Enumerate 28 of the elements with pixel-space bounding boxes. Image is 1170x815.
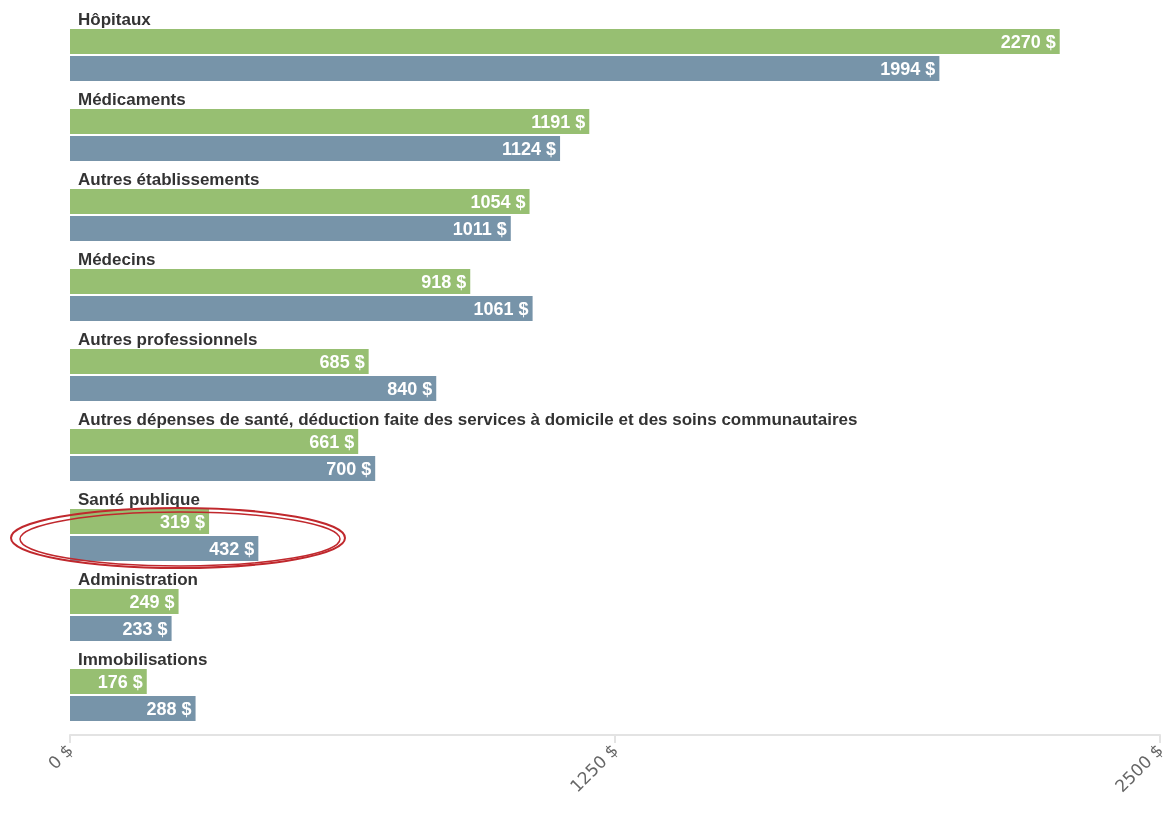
data-label: 432 $ xyxy=(209,538,255,559)
data-label: 249 $ xyxy=(129,591,175,612)
y-tick-label: Administration xyxy=(78,570,198,589)
data-label: 1191 $ xyxy=(531,111,586,132)
y-tick-label: Hôpitaux xyxy=(78,10,152,29)
y-tick-label: Immobilisations xyxy=(78,650,208,669)
data-label: 918 $ xyxy=(421,271,467,292)
data-label: 1054 $ xyxy=(470,191,526,212)
data-label: 2270 $ xyxy=(1000,31,1056,52)
data-label: 700 $ xyxy=(326,458,372,479)
data-label: 176 $ xyxy=(97,671,143,692)
y-tick-label: Médecins xyxy=(78,250,156,269)
y-tick-label: Autres dépenses de santé, déduction faite des services à domicile et des soins communautaires xyxy=(78,410,858,429)
data-label: 233 $ xyxy=(122,618,168,639)
x-tick-label: 0 $ xyxy=(43,739,78,774)
y-tick-label: Autres établissements xyxy=(78,170,260,189)
y-tick-label: Autres professionnels xyxy=(78,330,258,349)
data-label: 685 $ xyxy=(319,351,365,372)
data-label: 840 $ xyxy=(387,378,433,399)
data-label: 288 $ xyxy=(146,698,192,719)
data-label: 1994 $ xyxy=(880,58,936,79)
y-tick-label: Santé publique xyxy=(78,490,200,509)
data-label: 1011 $ xyxy=(452,218,507,239)
data-label: 1061 $ xyxy=(473,298,529,319)
data-label: 661 $ xyxy=(309,431,355,452)
y-tick-label: Médicaments xyxy=(78,90,186,109)
data-label: 1124 $ xyxy=(502,138,557,159)
data-label: 319 $ xyxy=(160,511,206,532)
